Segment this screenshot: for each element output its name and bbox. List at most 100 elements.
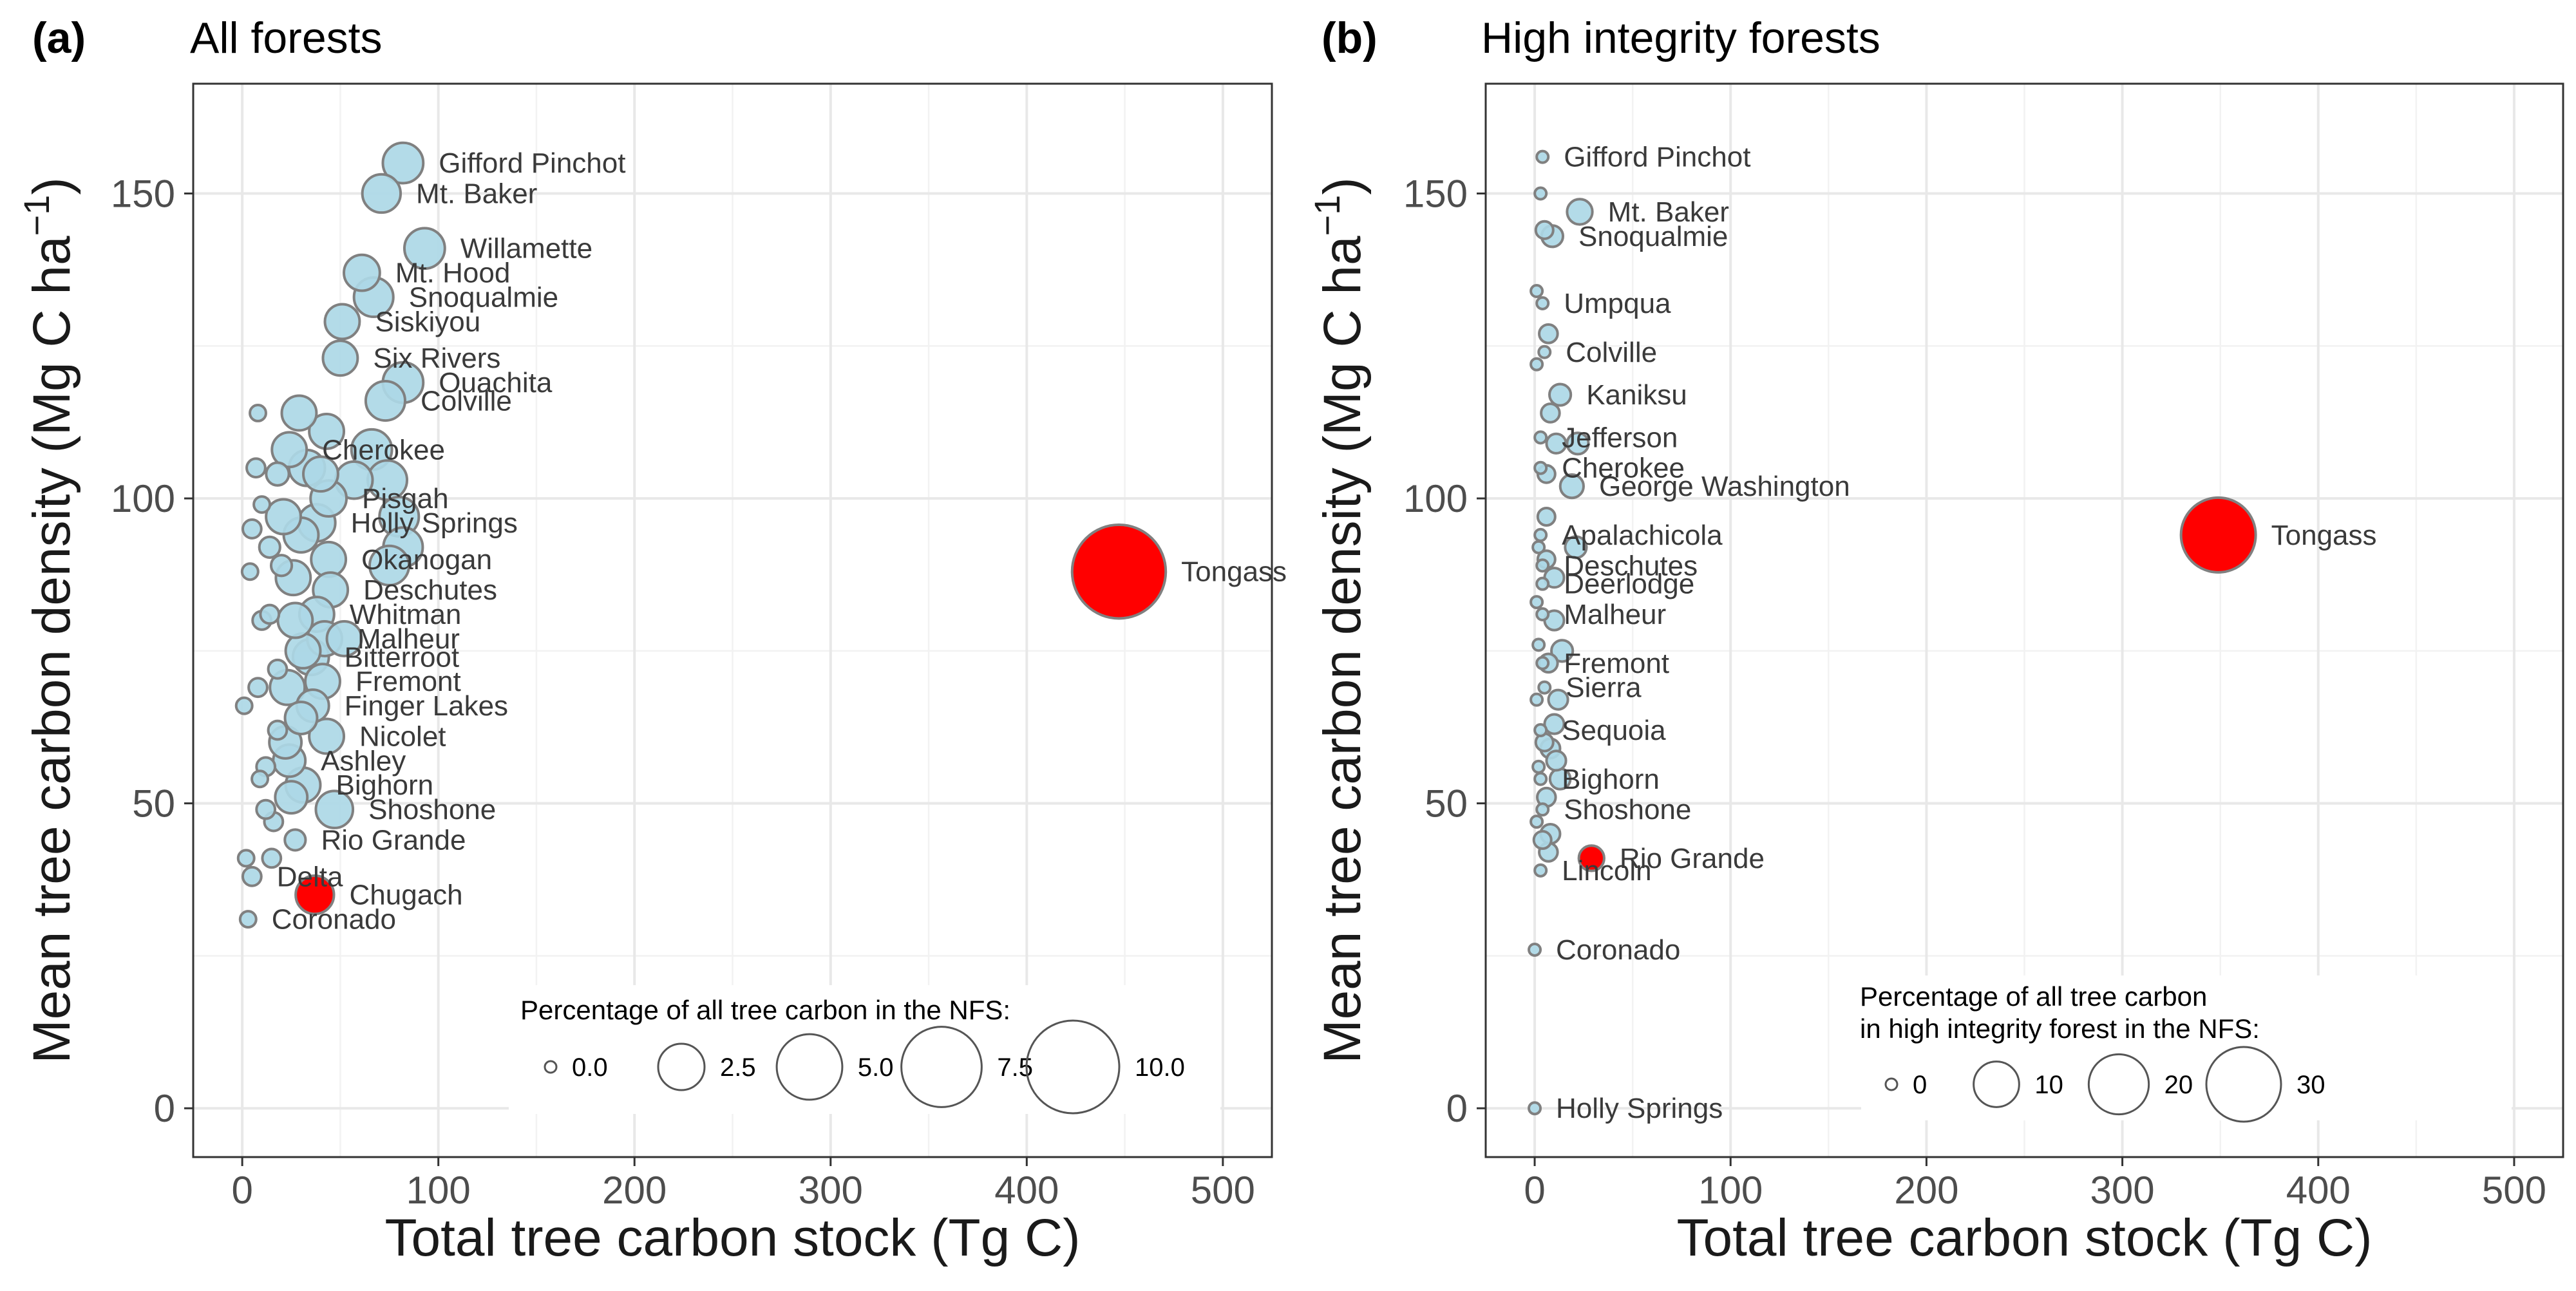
highlight-point <box>1070 523 1168 620</box>
point-label: Chugach <box>350 880 463 911</box>
point-label: Bitterroot <box>345 641 460 673</box>
point-label: Deschutes <box>1564 550 1698 581</box>
point-label: Bighorn <box>336 769 433 801</box>
data-point <box>1535 149 1550 164</box>
y-axis-title: Mean tree carbon density (Mg C ha−1) <box>16 177 81 1063</box>
data-point <box>238 910 258 929</box>
data-point <box>1535 296 1550 310</box>
point-label: Ouachita <box>439 367 553 399</box>
x-tick-label: 0 <box>231 1169 252 1212</box>
data-point <box>241 518 263 540</box>
point-label: Tongass <box>2271 520 2377 551</box>
y-tick-label: 150 <box>111 172 175 215</box>
data-point <box>241 865 263 887</box>
legend-key-label: 10.0 <box>1135 1053 1185 1082</box>
point-label: Cherokee <box>322 434 445 466</box>
point-label: Bighorn <box>1562 764 1660 795</box>
point-label: Shoshone <box>368 794 496 825</box>
point-label: Coronado <box>272 904 396 936</box>
data-point <box>236 849 256 868</box>
data-point <box>1530 284 1544 299</box>
point-label: Fremont <box>1564 648 1669 679</box>
data-point <box>284 632 322 670</box>
x-axis-title: Total tree carbon stock (Tg C) <box>1676 1209 2372 1267</box>
point-label: Shoshone <box>1564 794 1691 825</box>
x-tick-label: 300 <box>799 1169 863 1212</box>
data-point <box>1528 1101 1542 1116</box>
data-point <box>343 253 381 292</box>
y-tick-label: 0 <box>154 1087 175 1130</box>
highlight-point <box>2179 496 2257 574</box>
panel-tag: (a) <box>32 14 86 62</box>
point-label: Malheur <box>357 623 460 655</box>
data-point <box>1528 942 1542 957</box>
data-point <box>1531 759 1546 774</box>
data-point <box>1530 595 1544 610</box>
data-point <box>251 769 270 789</box>
data-point <box>280 394 318 432</box>
point-label: Whitman <box>350 599 462 630</box>
point-label: Rio Grande <box>1620 843 1765 874</box>
y-axis-title-main: Mean tree carbon density (Mg C ha <box>23 236 81 1064</box>
data-point <box>323 303 361 341</box>
data-point <box>1535 607 1550 622</box>
y-axis-title-close: ) <box>1313 177 1372 194</box>
data-point <box>1535 576 1550 591</box>
data-point <box>258 535 281 559</box>
data-point <box>314 789 355 829</box>
legend-key-circle <box>1973 1060 2020 1108</box>
point-label: Ashley <box>321 745 406 777</box>
point-label: Gifford Pinchot <box>1564 142 1750 173</box>
data-point <box>1533 527 1548 542</box>
x-tick-label: 400 <box>2286 1169 2351 1212</box>
x-tick-label: 200 <box>1894 1169 1958 1212</box>
point-label: Jefferson <box>1562 422 1678 453</box>
point-label: Siskiyou <box>375 306 480 337</box>
point-label: Umpqua <box>1564 288 1671 319</box>
data-point <box>1536 506 1557 527</box>
point-label: Snoqualmie <box>409 282 558 314</box>
data-point <box>267 719 289 741</box>
point-label: Colville <box>421 386 512 417</box>
point-label: Sequoia <box>1562 715 1666 746</box>
data-point <box>381 141 425 185</box>
point-label: Delta <box>277 861 343 892</box>
data-point <box>402 227 446 270</box>
point-label: Mt. Baker <box>1608 196 1729 228</box>
data-point <box>308 717 346 755</box>
y-axis-title-close: ) <box>23 177 81 194</box>
legend-title-line2: in high integrity forest in the NFS: <box>1860 1013 2260 1044</box>
legend-title: Percentage of all tree carbon in the NFS… <box>520 995 1010 1025</box>
point-label: Holly Springs <box>1556 1093 1723 1124</box>
data-point <box>269 554 294 578</box>
data-point <box>1545 432 1567 455</box>
data-point <box>1531 540 1546 554</box>
point-label: Apalachicola <box>1562 520 1723 551</box>
data-point <box>1530 692 1544 707</box>
point-label: Willamette <box>460 233 592 265</box>
data-point <box>240 562 260 581</box>
legend-key-label: 20 <box>2164 1071 2193 1099</box>
data-point <box>252 495 272 514</box>
point-label: Gifford Pinchot <box>439 147 625 179</box>
panel-title: All forests <box>190 14 383 62</box>
y-tick-label: 50 <box>132 782 175 825</box>
legend-key-circle <box>900 1026 983 1108</box>
data-point <box>234 696 254 715</box>
y-axis-title-superscript: −1 <box>16 195 57 236</box>
data-point <box>1533 430 1548 445</box>
legend-key-circle <box>1884 1077 1899 1091</box>
y-axis-title: Mean tree carbon density (Mg C ha−1) <box>1307 177 1372 1063</box>
legend-key-label: 2.5 <box>720 1053 756 1082</box>
point-label: Finger Lakes <box>345 690 508 722</box>
data-point <box>364 379 407 422</box>
point-label: Deschutes <box>363 574 497 606</box>
point-label: Fremont <box>355 666 461 697</box>
data-point <box>1535 558 1550 573</box>
y-axis-title-superscript: −1 <box>1307 195 1347 236</box>
x-tick-label: 400 <box>994 1169 1059 1212</box>
x-tick-label: 300 <box>2090 1169 2155 1212</box>
panel-title: High integrity forests <box>1481 14 1880 62</box>
point-label: Cherokee <box>1562 453 1685 484</box>
